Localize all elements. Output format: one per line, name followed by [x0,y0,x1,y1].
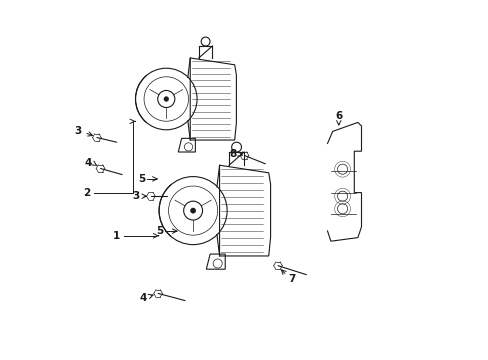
Text: 4: 4 [84,158,91,168]
Text: 1: 1 [113,231,120,241]
Text: 4: 4 [139,293,146,303]
Circle shape [190,208,195,213]
Text: 7: 7 [288,274,295,284]
Text: 6: 6 [334,111,342,121]
Text: 5: 5 [156,226,163,236]
Text: 3: 3 [132,191,139,201]
Text: 8: 8 [229,149,236,159]
Text: 3: 3 [74,126,81,136]
Text: 5: 5 [138,174,145,184]
Circle shape [163,96,168,102]
Text: 2: 2 [83,188,90,198]
